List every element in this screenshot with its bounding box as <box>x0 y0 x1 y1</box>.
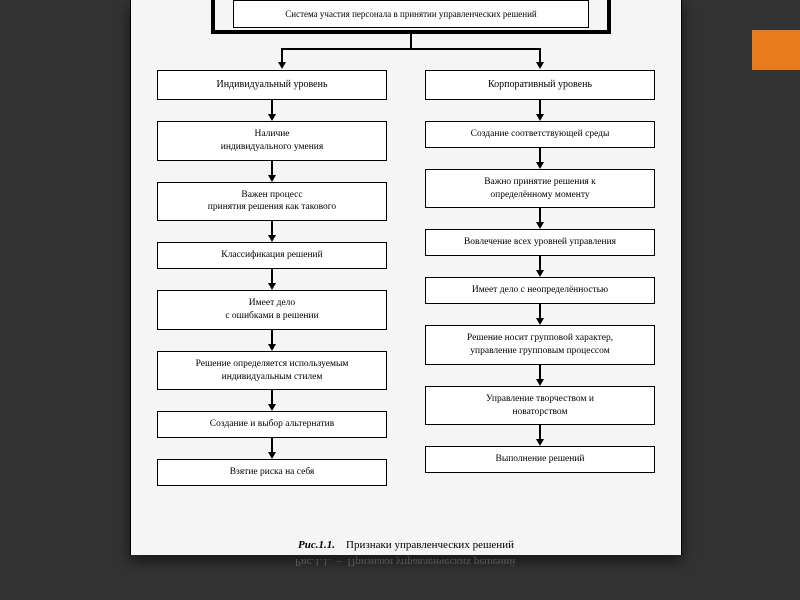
right-node: Создание соответствующей среды <box>425 121 655 148</box>
arrow-down-icon <box>536 304 544 325</box>
left-node-label: Имеет делос ошибками в решении <box>225 297 318 323</box>
right-column: Корпоративный уровень Создание соответст… <box>419 70 661 486</box>
left-header-node: Индивидуальный уровень <box>157 70 387 100</box>
left-node-label: Классификация решений <box>221 249 322 262</box>
right-node-label: Выполнение решений <box>496 453 585 466</box>
right-header-label: Корпоративный уровень <box>488 78 592 92</box>
columns: Индивидуальный уровень Наличиеиндивидуал… <box>151 70 661 486</box>
caption-text: Признаки управленческих решений <box>346 539 514 551</box>
arrow-down-icon <box>268 438 276 459</box>
caption-reflection: Рис.1.1. – Признаки управленческих решен… <box>130 556 680 568</box>
left-node: Имеет делос ошибками в решении <box>157 290 387 330</box>
right-node-label: Имеет дело с неопределённостью <box>472 284 608 297</box>
right-node: Имеет дело с неопределённостью <box>425 277 655 304</box>
left-node-label: Взятие риска на себя <box>230 466 315 479</box>
left-node: Классификация решений <box>157 242 387 269</box>
split-left-arrow <box>278 62 286 69</box>
right-header-node: Корпоративный уровень <box>425 70 655 100</box>
left-node: Решение определяется используемыминдивид… <box>157 351 387 391</box>
arrow-down-icon <box>268 100 276 121</box>
right-node-label: Важно принятие решения копределённому мо… <box>484 176 596 202</box>
left-node: Наличиеиндивидуального умения <box>157 121 387 161</box>
arrow-down-icon <box>536 100 544 121</box>
arrow-down-icon <box>536 365 544 386</box>
left-node: Взятие риска на себя <box>157 459 387 486</box>
right-node: Управление творчеством иноваторством <box>425 386 655 426</box>
left-node-label: Важен процесспринятия решения как таково… <box>208 189 336 215</box>
left-node: Важен процесспринятия решения как таково… <box>157 182 387 222</box>
right-node-label: Решение носит групповой характер,управле… <box>467 332 613 358</box>
page-container: Система участия персонала в принятии упр… <box>130 0 682 555</box>
arrow-down-icon <box>536 425 544 446</box>
arrow-down-icon <box>268 221 276 242</box>
right-node: Важно принятие решения копределённому мо… <box>425 169 655 209</box>
left-column: Индивидуальный уровень Наличиеиндивидуал… <box>151 70 393 486</box>
left-header-label: Индивидуальный уровень <box>216 78 327 92</box>
split-vstem <box>410 34 412 48</box>
right-node-label: Создание соответствующей среды <box>471 128 610 141</box>
split-right-arrow <box>536 62 544 69</box>
right-node: Выполнение решений <box>425 446 655 473</box>
arrow-down-icon <box>268 330 276 351</box>
arrow-down-icon <box>268 161 276 182</box>
accent-rectangle <box>752 30 800 70</box>
arrow-down-icon <box>536 208 544 229</box>
right-node-label: Управление творчеством иноваторством <box>486 393 594 419</box>
caption-figno: Рис.1.1. <box>298 539 335 551</box>
split-hbar <box>281 48 541 50</box>
arrow-down-icon <box>268 390 276 411</box>
arrow-down-icon <box>268 269 276 290</box>
root-frame: Система участия персонала в принятии упр… <box>211 0 611 34</box>
arrow-down-icon <box>536 148 544 169</box>
right-node: Решение носит групповой характер,управле… <box>425 325 655 365</box>
figure-caption: Рис.1.1. Признаки управленческих решений <box>131 539 681 551</box>
root-node: Система участия персонала в принятии упр… <box>233 0 589 28</box>
left-node-label: Решение определяется используемыминдивид… <box>196 358 349 384</box>
arrow-down-icon <box>536 256 544 277</box>
left-node-label: Наличиеиндивидуального умения <box>221 128 324 154</box>
split-right-drop <box>539 48 541 62</box>
right-node-label: Вовлечение всех уровней управления <box>464 236 616 249</box>
right-node: Вовлечение всех уровней управления <box>425 229 655 256</box>
root-node-label: Система участия персонала в принятии упр… <box>285 9 536 19</box>
left-node-label: Создание и выбор альтернатив <box>210 418 334 431</box>
split-left-drop <box>281 48 283 62</box>
left-node: Создание и выбор альтернатив <box>157 411 387 438</box>
